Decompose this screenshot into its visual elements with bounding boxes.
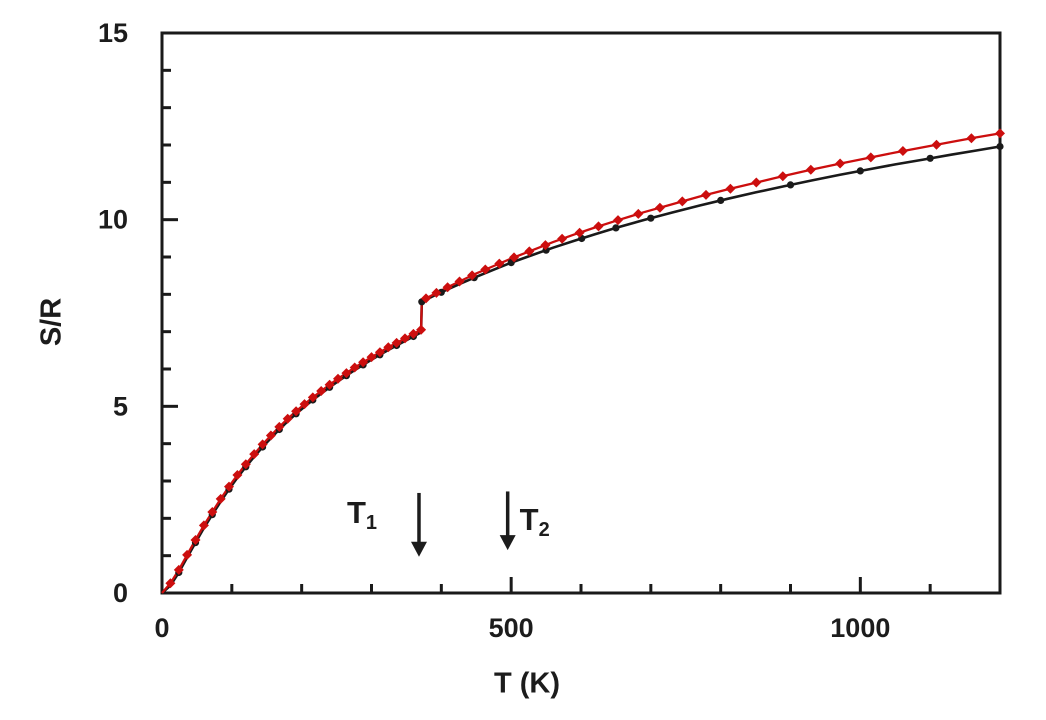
y-tick-label: 5 [113, 391, 128, 421]
black-data-point [786, 181, 795, 189]
red-data-point [182, 549, 193, 560]
red-data-point [274, 421, 285, 432]
red-data-point [966, 133, 977, 144]
red-data-point [232, 470, 243, 480]
y-tick-label: 15 [98, 18, 128, 48]
red-data-point [257, 439, 268, 450]
red-data-point [725, 183, 736, 194]
red-data-point [995, 128, 1005, 139]
red-data-point [509, 252, 519, 263]
t2-annotation-label: T2 [520, 502, 550, 541]
red-data-point [633, 208, 644, 219]
red-data-point [494, 258, 505, 269]
red-data-point [480, 264, 491, 275]
red-data-point [215, 493, 226, 504]
plot-frame [160, 31, 1002, 595]
t2-arrowhead-icon [499, 535, 516, 551]
red-data-point [421, 293, 431, 304]
red-data-point [316, 386, 327, 396]
red-data-point [467, 270, 478, 281]
red-data-point [593, 221, 604, 232]
red-data-point [173, 564, 184, 575]
red-data-point [282, 413, 293, 424]
red-data-point [198, 520, 209, 531]
red-data-point [383, 342, 394, 353]
t1-annotation-label: T1 [347, 495, 377, 534]
red-data-point [307, 392, 318, 403]
red-data-point [299, 399, 310, 410]
red-data-point [897, 146, 908, 156]
red-data-point [454, 276, 465, 287]
red-data-point [431, 287, 442, 298]
black-data-point [717, 196, 725, 204]
red-data-point [677, 196, 688, 207]
red-data-point [249, 449, 260, 460]
red-data-point [400, 333, 410, 344]
red-data-point [333, 373, 343, 384]
red-data-point [224, 481, 234, 492]
red-data-point [240, 459, 251, 470]
black-data-point [926, 154, 934, 162]
x-tick-label: 0 [154, 613, 169, 643]
red-data-point [540, 240, 551, 251]
red-data-point [408, 328, 419, 339]
red-data-point [835, 158, 846, 169]
red-data-point [366, 352, 377, 363]
red-data-point [291, 406, 302, 417]
black-data-point [996, 142, 1004, 151]
red-data-point [324, 379, 335, 390]
red-data-point [865, 152, 876, 163]
red-data-point [751, 177, 762, 188]
red-data-point [701, 189, 711, 200]
black-data-point [647, 214, 655, 222]
red-data-point [358, 357, 369, 368]
x-tick-label: 1000 [830, 613, 890, 643]
y-tick-label: 10 [98, 205, 128, 235]
red-data-point [349, 362, 360, 373]
red-data-point [374, 347, 385, 358]
red-data-point [931, 139, 942, 150]
black-data-point [612, 224, 620, 232]
red-data-point [524, 246, 535, 257]
red-data-point [165, 578, 176, 589]
red-data-point [805, 164, 816, 175]
red-data-point [207, 507, 218, 517]
red-data-point [442, 282, 453, 293]
red-data-point [557, 233, 568, 244]
red-data-point [574, 227, 585, 238]
red-data-point [777, 171, 788, 182]
red-data-point [341, 368, 352, 379]
black-curve [161, 145, 1001, 594]
x-axis-label: T (K) [493, 667, 561, 700]
red-data-point [654, 202, 665, 213]
t1-arrowhead-icon [410, 541, 427, 557]
x-tick-label: 500 [489, 613, 534, 643]
y-axis-label: S/R [35, 297, 68, 347]
red-data-point [265, 430, 276, 441]
red-data-point [416, 324, 427, 335]
red-curve [161, 132, 1001, 594]
y-tick-label: 0 [113, 578, 128, 608]
red-data-point [613, 215, 623, 226]
black-data-point [856, 167, 864, 175]
red-data-point [190, 535, 201, 545]
red-data-point [391, 337, 402, 348]
